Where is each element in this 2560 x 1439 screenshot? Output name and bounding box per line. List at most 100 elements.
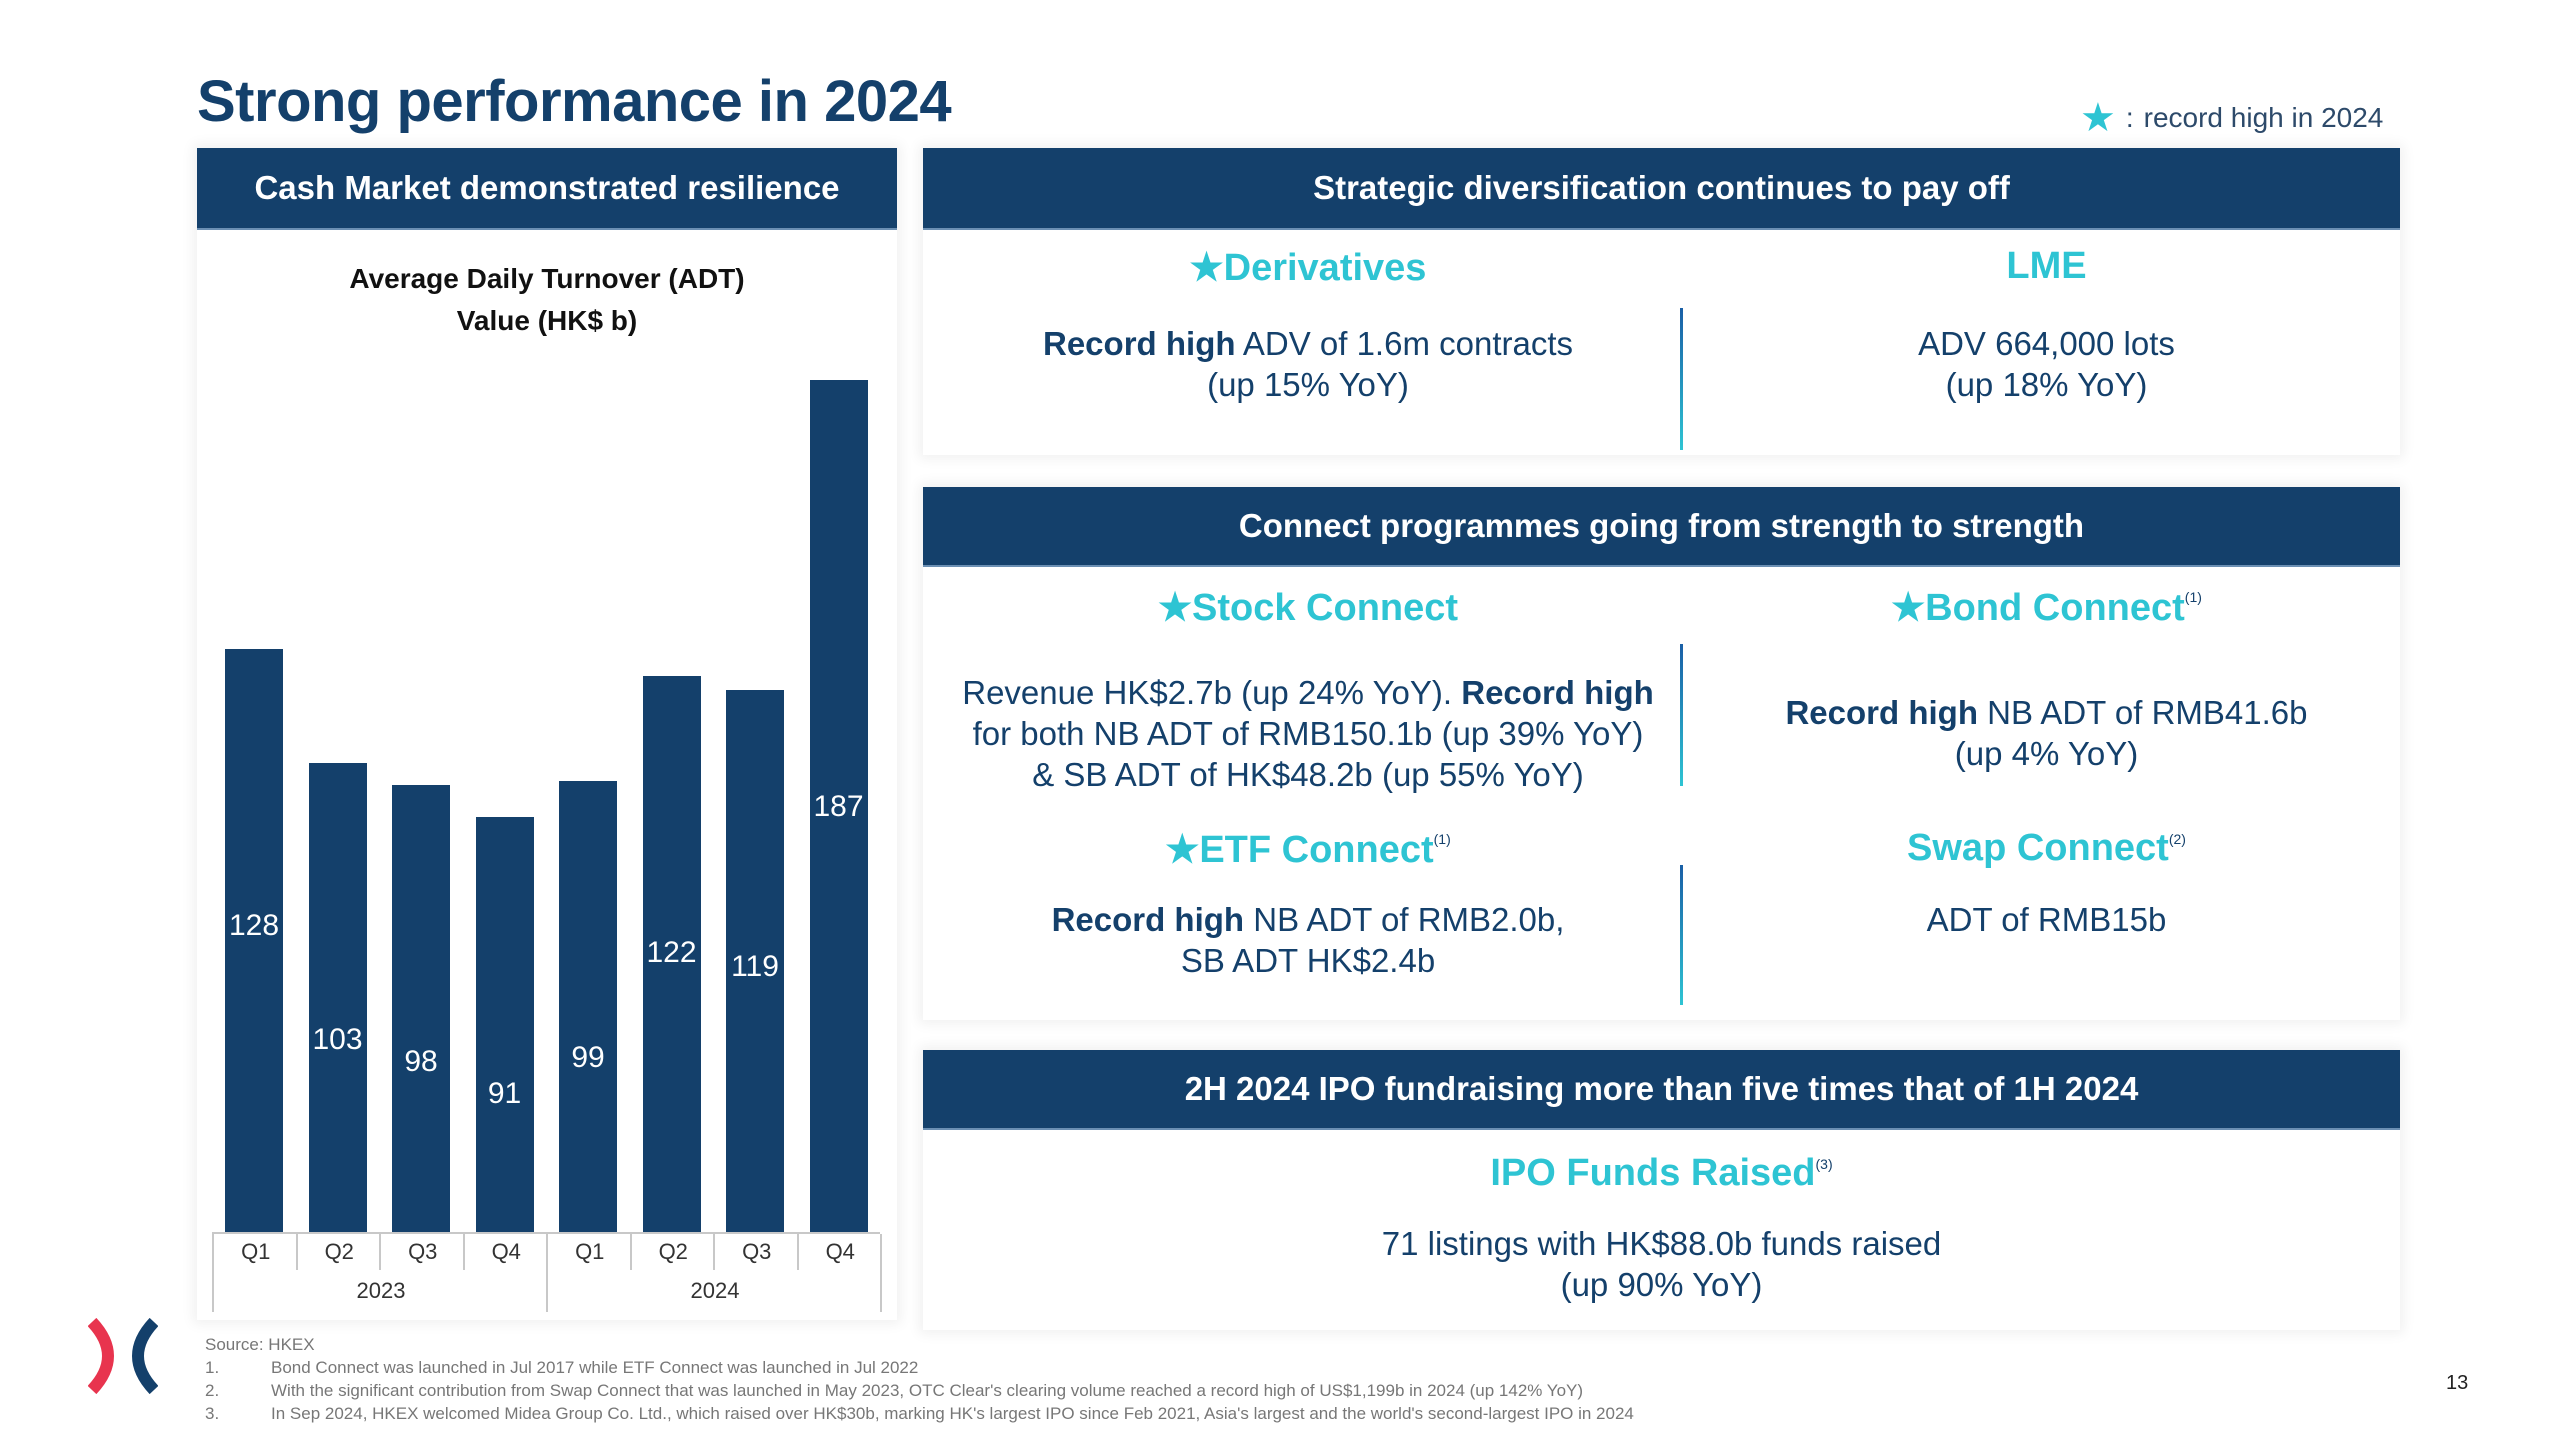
bond-connect-body: Record high NB ADT of RMB41.6b (up 4% Yo… bbox=[1693, 692, 2400, 774]
bond-connect-title: ★Bond Connect(1) bbox=[1693, 585, 2400, 630]
x-axis-right-border bbox=[880, 1234, 882, 1312]
x-tick-label: Q2 bbox=[295, 1234, 382, 1270]
divider bbox=[1680, 644, 1683, 786]
swap-connect-body: ADT of RMB15b bbox=[1693, 899, 2400, 940]
ipo-header: 2H 2024 IPO fundraising more than five t… bbox=[923, 1050, 2400, 1130]
connect-header: Connect programmes going from strength t… bbox=[923, 487, 2400, 567]
star-icon: ★ bbox=[1157, 587, 1193, 629]
etf-connect-body: Record high NB ADT of RMB2.0b, SB ADT HK… bbox=[923, 899, 1693, 981]
x-tick-label: Q3 bbox=[713, 1234, 799, 1270]
derivatives-title: ★Derivatives bbox=[923, 245, 1693, 290]
footnote-ref: (3) bbox=[1815, 1156, 1833, 1172]
legend-text: record high in 2024 bbox=[2143, 102, 2384, 133]
lme-line2: (up 18% YoY) bbox=[1945, 366, 2148, 403]
chart-title: Average Daily Turnover (ADT) bbox=[349, 263, 745, 294]
page-number: 13 bbox=[2446, 1372, 2469, 1394]
bar-value-label: 119 bbox=[731, 949, 779, 983]
x-tick-label: Q1 bbox=[546, 1234, 632, 1270]
bond-connect-title-text: Bond Connect bbox=[1925, 587, 2185, 629]
footnote-text: Bond Connect was launched in Jul 2017 wh… bbox=[271, 1358, 919, 1377]
bond-line1: NB ADT of RMB41.6b bbox=[1977, 694, 2308, 731]
lme-line1: ADV 664,000 lots bbox=[1918, 325, 2175, 362]
stock-connect-title-text: Stock Connect bbox=[1192, 587, 1459, 629]
ipo-title: IPO Funds Raised(3) bbox=[923, 1152, 2400, 1195]
footnote-1: 1. Bond Connect was launched in Jul 2017 … bbox=[205, 1356, 1634, 1379]
x-tick-label: Q3 bbox=[379, 1234, 465, 1270]
star-icon: ★ bbox=[1189, 247, 1224, 289]
footnote-2: 2. With the significant contribution from… bbox=[205, 1379, 1634, 1402]
x-tick-label: Q4 bbox=[462, 1234, 549, 1270]
etf-line2: SB ADT HK$2.4b bbox=[1180, 942, 1436, 979]
hkex-logo-icon bbox=[88, 1318, 158, 1394]
lme-title-text: LME bbox=[2006, 245, 2087, 287]
lme-title: LME bbox=[1693, 245, 2400, 288]
star-icon: ★ bbox=[1165, 829, 1200, 871]
derivatives-title-text: Derivatives bbox=[1223, 247, 1427, 289]
bar-q1-2023 bbox=[225, 648, 283, 1232]
star-icon: ★ bbox=[2080, 96, 2116, 140]
bar-q2-2024 bbox=[642, 676, 701, 1232]
record-high-label: Record high bbox=[1461, 674, 1654, 711]
bar-q3-2023 bbox=[392, 785, 450, 1232]
record-high-legend: ★ : record high in 2024 bbox=[2080, 98, 2383, 138]
derivatives-line1: ADV of 1.6m contracts bbox=[1235, 325, 1573, 362]
etf-connect-title: ★ETF Connect(1) bbox=[923, 827, 1693, 872]
x-tick-label: Q4 bbox=[796, 1234, 883, 1270]
lme-body: ADV 664,000 lots (up 18% YoY) bbox=[1693, 323, 2400, 405]
bar-q4-2023 bbox=[475, 817, 534, 1232]
record-high-label: Record high bbox=[1051, 901, 1245, 938]
record-high-label: Record high bbox=[1043, 325, 1236, 362]
ipo-title-text: IPO Funds Raised bbox=[1490, 1152, 1816, 1194]
bar-q4-2024 bbox=[809, 380, 868, 1232]
x-group-label: 2023 bbox=[212, 1270, 548, 1312]
cash-market-header: Cash Market demonstrated resilience bbox=[197, 148, 897, 230]
bar-q2-2023 bbox=[308, 762, 367, 1232]
divider bbox=[1680, 865, 1683, 1005]
star-icon: ★ bbox=[1891, 587, 1926, 629]
bar-value-label: 98 bbox=[404, 1045, 438, 1079]
stock-line2: for both NB ADT of RMB150.1b (up 39% YoY… bbox=[972, 715, 1644, 752]
derivatives-line2: (up 15% YoY) bbox=[1207, 366, 1409, 403]
connect-panel: Connect programmes going from strength t… bbox=[923, 487, 2400, 1020]
diversification-panel: Strategic diversification continues to p… bbox=[923, 148, 2400, 455]
stock-connect-title: ★Stock Connect bbox=[923, 585, 1693, 630]
chart-subtitle: Value (HK$ b) bbox=[456, 305, 638, 336]
footnote-ref: (1) bbox=[2184, 589, 2202, 605]
derivatives-body: Record high ADV of 1.6m contracts (up 15… bbox=[923, 323, 1693, 405]
page-title: Strong performance in 2024 bbox=[197, 69, 952, 134]
ipo-line2: (up 90% YoY) bbox=[1560, 1266, 1763, 1303]
bar-value-label: 122 bbox=[646, 936, 697, 970]
cash-market-panel: Cash Market demonstrated resilience Aver… bbox=[197, 148, 897, 1320]
ipo-panel: 2H 2024 IPO fundraising more than five t… bbox=[923, 1050, 2400, 1330]
stock-line3: & SB ADT of HK$48.2b (up 55% YoY) bbox=[1032, 756, 1584, 793]
footnote-number: 3. bbox=[205, 1404, 220, 1423]
bar-value-label: 128 bbox=[228, 908, 280, 942]
etf-line1: NB ADT of RMB2.0b, bbox=[1244, 901, 1565, 938]
footnote-number: 2. bbox=[205, 1381, 220, 1400]
bar-value-label: 187 bbox=[813, 790, 864, 823]
etf-connect-title-text: ETF Connect bbox=[1199, 829, 1434, 871]
footnote-text: In Sep 2024, HKEX welcomed Midea Group C… bbox=[271, 1404, 1634, 1423]
ipo-body: 71 listings with HK$88.0b funds raised (… bbox=[923, 1223, 2400, 1305]
footnote-ref: (2) bbox=[2168, 831, 2186, 847]
bar-value-label: 91 bbox=[487, 1077, 522, 1111]
swap-line1: ADT of RMB15b bbox=[1926, 901, 2167, 938]
footnote-ref: (1) bbox=[1433, 831, 1451, 847]
diversification-header: Strategic diversification continues to p… bbox=[923, 148, 2400, 230]
x-axis-line bbox=[212, 1232, 880, 1234]
chart-title-block: Average Daily Turnover (ADT) Value (HK$ … bbox=[197, 258, 897, 342]
x-tick-label: Q2 bbox=[629, 1234, 716, 1270]
stock-line1: Revenue HK$2.7b (up 24% YoY). bbox=[962, 674, 1462, 711]
divider bbox=[1680, 308, 1683, 450]
legend-separator: : bbox=[2125, 102, 2134, 133]
bond-line2: (up 4% YoY) bbox=[1954, 735, 2139, 772]
source-note: Source: HKEX bbox=[205, 1335, 315, 1354]
x-tick-label: Q1 bbox=[212, 1234, 298, 1270]
swap-connect-title-text: Swap Connect bbox=[1907, 827, 2169, 869]
footnote-3: 3. In Sep 2024, HKEX welcomed Midea Group… bbox=[205, 1402, 1634, 1425]
bar-q3-2024 bbox=[726, 689, 784, 1232]
stock-connect-body: Revenue HK$2.7b (up 24% YoY). Record hig… bbox=[923, 672, 1693, 795]
ipo-line1: 71 listings with HK$88.0b funds raised bbox=[1381, 1225, 1942, 1262]
bar-value-label: 99 bbox=[571, 1040, 605, 1074]
footnotes: Source: HKEX 1. Bond Connect was launched… bbox=[205, 1333, 1634, 1425]
